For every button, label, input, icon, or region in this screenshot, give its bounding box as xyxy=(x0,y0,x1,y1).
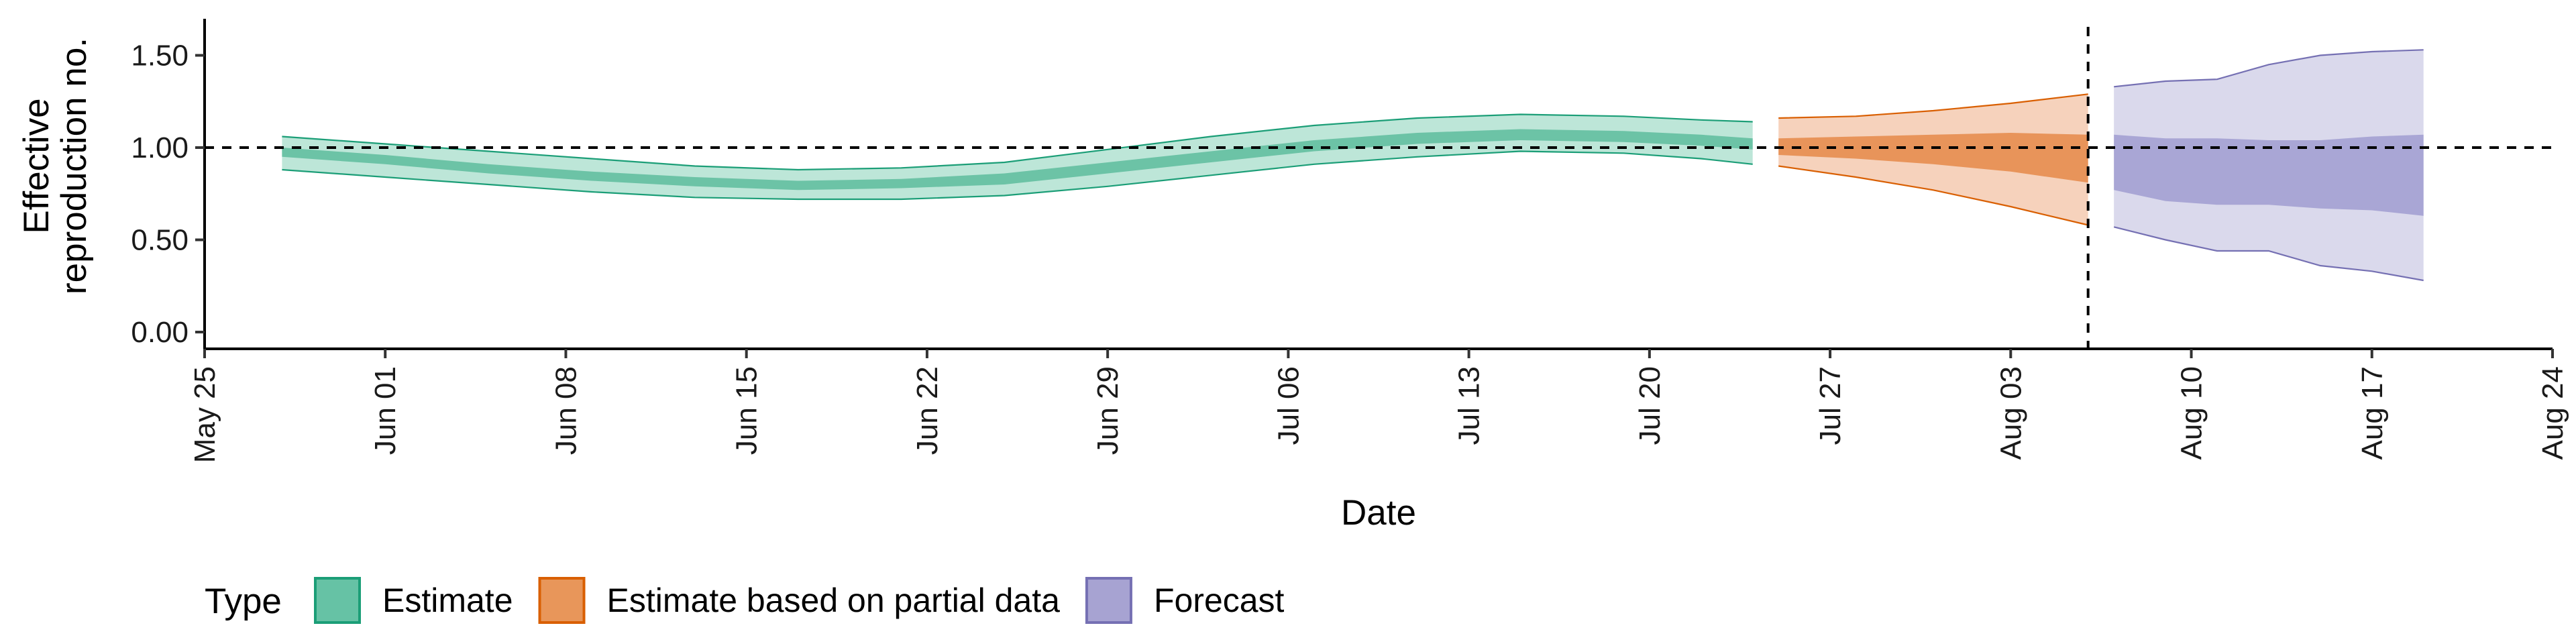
x-tick-label: May 25 xyxy=(189,366,221,463)
legend-swatch-forecast xyxy=(1085,577,1132,624)
estimate-lower-edge xyxy=(282,150,1753,201)
forecast-inner-band xyxy=(2114,134,2424,216)
x-tick-label: Jun 08 xyxy=(549,366,582,455)
legend-label-forecast: Forecast xyxy=(1154,582,1285,619)
y-tick-label: 0.00 xyxy=(131,316,189,349)
y-axis-title-line: Effective xyxy=(17,98,56,233)
estimate-inner-band xyxy=(282,129,1753,191)
x-tick-label: Jun 15 xyxy=(731,366,763,455)
x-axis-title: Date xyxy=(1341,493,1416,533)
x-tick-label: Jun 01 xyxy=(369,366,402,455)
y-axis-title: Effectivereproduction no. xyxy=(17,38,94,294)
forecast-lower-edge xyxy=(2113,226,2424,282)
y-tick-label: 0.50 xyxy=(131,224,189,257)
estimate-outer-band xyxy=(282,114,1753,199)
x-tick-label: Jul 20 xyxy=(1633,366,1666,445)
y-tick-label: 1.00 xyxy=(131,131,189,164)
x-tick-label: Jul 13 xyxy=(1453,366,1486,445)
axes xyxy=(195,19,2554,358)
x-tick-label: Jun 22 xyxy=(911,366,944,455)
estimate-upper-edge xyxy=(282,113,1753,171)
estimate-based-on-partial-data-inner-band xyxy=(1778,133,2088,183)
x-tick-label: Aug 17 xyxy=(2356,366,2389,460)
legend-label-estimate-based-on-partial-data: Estimate based on partial data xyxy=(607,582,1061,619)
legend-swatch-estimate-based-on-partial-data xyxy=(538,577,586,624)
legend: Type Estimate Estimate based on partial da… xyxy=(205,577,1285,624)
x-tick-label: Aug 03 xyxy=(1994,366,2027,460)
legend-label-estimate: Estimate xyxy=(382,582,513,619)
x-tick-label: Aug 24 xyxy=(2536,366,2569,460)
tick-labels: 0.00 0.50 1.00 1.50 May 25 Jun 01 Jun 08 Jun 15… xyxy=(131,40,2569,464)
y-tick-label: 1.50 xyxy=(131,40,189,72)
y-axis-title-line: reproduction no. xyxy=(54,38,94,294)
legend-title: Type xyxy=(205,582,282,621)
x-tick-label: Jul 27 xyxy=(1814,366,1847,445)
estimate-based-on-partial-data-lower-edge xyxy=(1778,165,2088,226)
x-tick-label: Jul 06 xyxy=(1272,366,1305,445)
ribbon-layer xyxy=(282,49,2424,282)
x-tick-label: Jun 29 xyxy=(1091,366,1124,455)
estimate-based-on-partial-data-upper-edge xyxy=(1778,93,2088,119)
reference-lines xyxy=(205,27,2553,349)
x-tick-label: Aug 10 xyxy=(2176,366,2208,460)
forecast-upper-edge xyxy=(2114,49,2424,88)
legend-swatch-estimate xyxy=(314,577,361,624)
